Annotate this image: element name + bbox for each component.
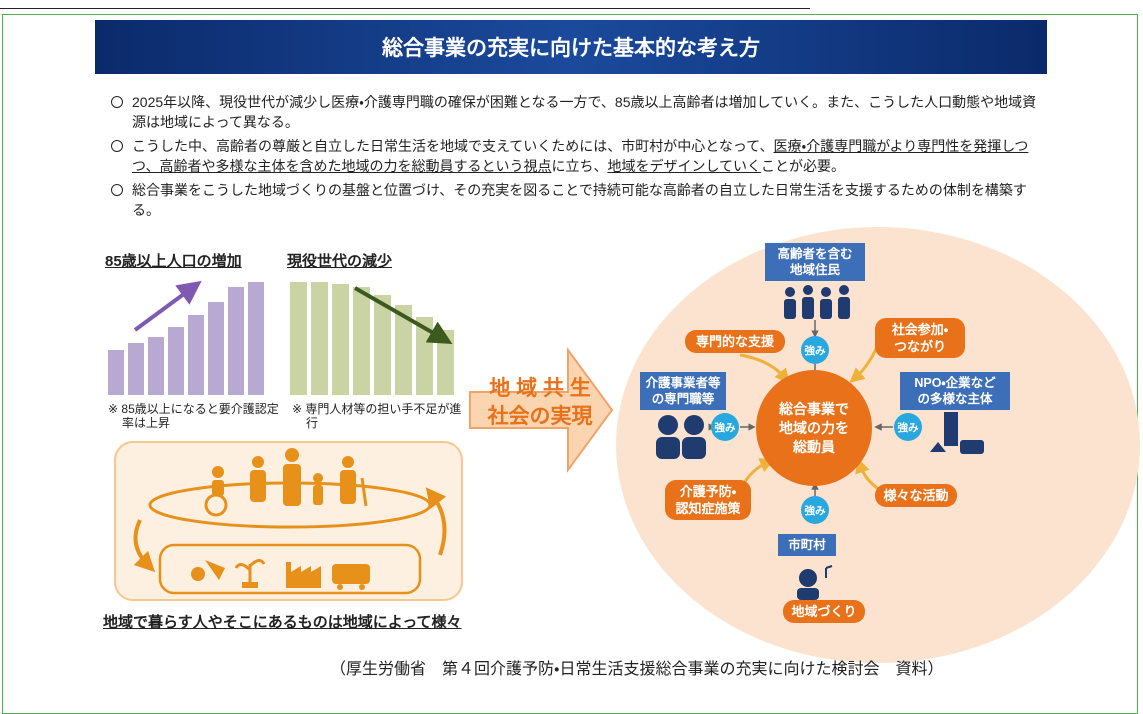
center-line: 地域の力を — [779, 419, 849, 438]
illustrative-bar — [311, 282, 328, 395]
bullet-emphasis: 地域をデザインしていく — [607, 158, 761, 174]
bullet-text: 総合事業をこうした地域づくりの基盤と位置づけ、その充実を図ることで持続可能な高齢… — [132, 182, 1027, 218]
bullet-text: ことが必要。 — [761, 158, 845, 174]
region-caption: 地域で暮らす人やそこにあるものは地域によって様々 — [103, 611, 462, 632]
bullet: 総合事業をこうした地域づくりの基盤と位置づけ、その充実を図ることで持続可能な高齢… — [110, 180, 1050, 220]
illustrative-bar — [188, 315, 204, 395]
residents-label: 高齢者を含む地域住民 — [765, 243, 865, 281]
strength-badge: 強み — [801, 496, 829, 524]
bullet-text: に立ち、 — [551, 158, 607, 174]
label-line: 介護事業者等 — [644, 375, 722, 391]
illustrative-bar — [290, 282, 307, 395]
participation-pill: 社会参加・つながり — [875, 318, 965, 358]
source-note: （厚生労働省 第４回介護予防・日常生活支援総合事業の充実に向けた検討会 資料） — [330, 655, 943, 679]
illustrative-bar — [248, 282, 264, 395]
illustrative-bar — [353, 287, 370, 395]
center-line: 総合事業で — [779, 400, 849, 419]
illustrative-bar — [332, 284, 349, 395]
decline-note: ※ 専門人材等の担い手不足が進行 — [292, 402, 466, 430]
label-line: NPO・企業など — [904, 375, 1006, 391]
page: 総合事業の充実に向けた基本的な考え方 2025年以降、現役世代が減少し医療・介護… — [0, 0, 1143, 677]
label-line: の多様な主体 — [904, 391, 1006, 407]
strength-badge: 強み — [894, 413, 922, 441]
bullet: 2025年以降、現役世代が減少し医療・介護専門職の確保が困難となる一方で、85歳… — [110, 92, 1050, 132]
illustrative-bar — [108, 350, 124, 395]
illustrative-bar — [437, 330, 454, 395]
arrow-line: 社会の実現 — [470, 403, 610, 431]
label-line: 地域住民 — [769, 262, 861, 278]
strength-badge: 強み — [801, 336, 829, 364]
growth-note: ※ 85歳以上になると要介護認定率は上昇 — [108, 402, 282, 430]
growth-bars — [108, 282, 264, 395]
arrow-line: 地 域 共 生 — [470, 375, 610, 403]
illustrative-bar — [374, 295, 391, 395]
pill-line: 社会参加・ — [881, 321, 959, 338]
bullet: こうした中、高齢者の尊厳と自立した日常生活を地域で支えていくためには、市町村が中… — [110, 136, 1050, 176]
pill-line: 認知症施策 — [671, 500, 745, 517]
illustrative-bar — [128, 343, 144, 395]
banner-title: 総合事業の充実に向けた基本的な考え方 — [95, 20, 1047, 74]
illustrative-bar — [168, 327, 184, 395]
arrow-label: 地 域 共 生社会の実現 — [470, 375, 610, 431]
pill-line: つながり — [881, 338, 959, 355]
professionals-label: 介護事業者等の専門職等 — [640, 372, 726, 410]
illustrative-bar — [208, 302, 224, 395]
growth-title: 85歳以上人口の増加 — [105, 250, 242, 271]
community-pill: 地域づくり — [783, 600, 865, 623]
illustrative-bar — [148, 337, 164, 395]
municipality-label: 市町村 — [778, 534, 836, 556]
npo-label: NPO・企業などの多様な主体 — [900, 372, 1010, 410]
activities-pill: 様々な活動 — [875, 484, 957, 507]
label-line: の専門職等 — [644, 391, 722, 407]
decline-title: 現役世代の減少 — [287, 250, 392, 271]
illustrative-bar — [228, 287, 244, 395]
bullet-text: こうした中、高齢者の尊厳と自立した日常生活を地域で支えていくためには、市町村が中… — [132, 138, 773, 154]
center-line: 総動員 — [793, 438, 835, 457]
strength-badge: 強み — [711, 413, 739, 441]
prevention-pill: 介護予防・認知症施策 — [665, 480, 751, 520]
bullet-text: 2025年以降、現役世代が減少し医療・介護専門職の確保が困難となる一方で、85歳… — [132, 94, 1036, 130]
label-line: 高齢者を含む — [769, 246, 861, 262]
support-pill: 専門的な支援 — [685, 330, 785, 353]
center-node: 総合事業で地域の力を総動員 — [756, 370, 872, 486]
growth-arrow — [135, 288, 192, 330]
pill-line: 介護予防・ — [671, 483, 745, 500]
